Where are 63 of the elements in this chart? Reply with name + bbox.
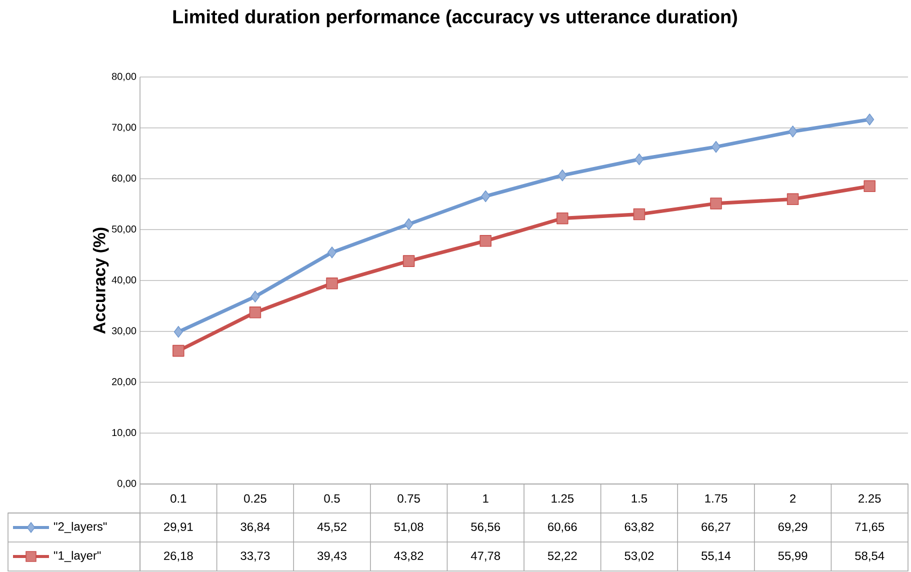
x-tick-label: 0.25 — [244, 494, 266, 503]
data-label: 66,27 — [702, 522, 730, 532]
data-label: 55,99 — [778, 552, 808, 562]
point — [250, 290, 260, 302]
point — [710, 198, 722, 210]
y-tick-label: 60,00 — [112, 174, 136, 183]
point — [481, 190, 490, 202]
x-tick-label: 1 — [483, 494, 488, 503]
data-label: 56,56 — [471, 522, 500, 532]
point — [864, 180, 876, 192]
point — [404, 218, 414, 230]
data-label: 55,14 — [702, 552, 731, 562]
data-label: 60,66 — [548, 522, 577, 532]
data-label: 58,54 — [855, 552, 884, 562]
data-label: 29,91 — [164, 522, 193, 532]
data-label: 63,82 — [624, 522, 654, 532]
point — [327, 246, 337, 258]
data-label: 51,08 — [394, 522, 424, 532]
x-tick-label: 0.1 — [170, 494, 186, 503]
data-label: 26,18 — [164, 552, 193, 562]
x-tick-label: 1.5 — [632, 494, 648, 503]
point — [558, 170, 567, 182]
point — [634, 153, 644, 166]
data-label: 69,29 — [778, 522, 808, 532]
data-label: 71,65 — [855, 522, 884, 532]
x-tick-label: 2.25 — [858, 494, 881, 503]
point — [556, 212, 568, 224]
x-tick-label: 0.5 — [324, 494, 340, 503]
y-tick-label: 40,00 — [112, 276, 136, 285]
point — [633, 208, 646, 220]
y-tick-label: 50,00 — [112, 226, 136, 234]
point — [402, 255, 415, 267]
y-axis-title: Accuracy (%) — [92, 228, 109, 334]
data-label: 43,82 — [394, 552, 424, 562]
point — [480, 235, 492, 247]
point — [711, 140, 721, 153]
data-label: 39,43 — [318, 552, 346, 562]
y-tick-label: 80,00 — [112, 72, 136, 82]
y-tick-label: 20,00 — [112, 378, 136, 386]
y-tick-label: 0,00 — [117, 480, 136, 488]
data-label: 47,78 — [470, 552, 500, 562]
data-label: 45,52 — [317, 522, 346, 532]
point — [249, 306, 262, 318]
point — [326, 278, 338, 290]
data-label: 53,02 — [624, 552, 654, 562]
data-label: 52,22 — [548, 552, 577, 562]
y-tick-label: 70,00 — [112, 124, 136, 132]
y-tick-label: 30,00 — [112, 327, 136, 336]
legend-label: "1_layer" — [54, 550, 101, 562]
data-label: 36,84 — [240, 522, 270, 532]
chart-title: Limited duration performance (accuracy vs utterance duration) — [173, 10, 737, 28]
x-tick-label: 2 — [790, 494, 796, 503]
point — [865, 114, 874, 126]
point — [174, 326, 183, 338]
x-tick-label: 1.75 — [705, 494, 728, 503]
x-tick-label: 0.75 — [398, 494, 420, 503]
point — [788, 126, 798, 138]
point — [786, 193, 799, 206]
x-tick-label: 1.25 — [552, 494, 574, 503]
y-tick-label: 10,00 — [112, 429, 136, 438]
data-label: 33,73 — [240, 552, 270, 562]
legend-label: "2_layers" — [54, 522, 107, 534]
point — [172, 344, 184, 357]
